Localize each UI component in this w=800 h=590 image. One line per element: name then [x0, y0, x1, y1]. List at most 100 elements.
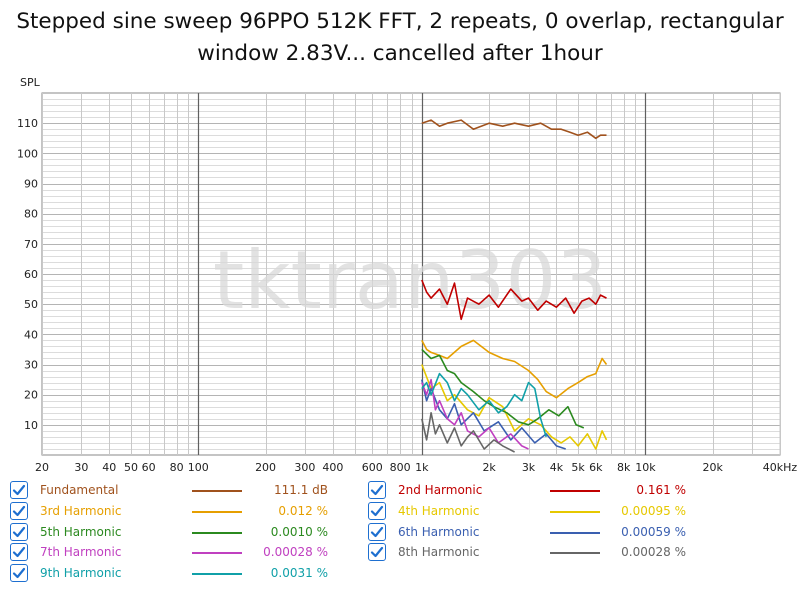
legend-item-9[interactable]: 9th Harmonic 0.0031 %: [10, 563, 350, 583]
checkmark-icon: [12, 484, 26, 496]
y-tick-label: 50: [24, 298, 38, 311]
chart-title: Stepped sine sweep 96PPO 512K FFT, 2 rep…: [0, 6, 800, 70]
legend-checkbox[interactable]: [10, 522, 28, 541]
y-tick-label: 20: [24, 389, 38, 402]
checkmark-icon: [370, 547, 384, 558]
legend-value: 111.1 dB: [273, 483, 328, 497]
legend-value: 0.00095 %: [621, 503, 686, 518]
series-line-3: [421, 339, 608, 399]
series-line-8: [421, 411, 515, 453]
legend-swatch: [550, 531, 600, 534]
legend-label: 2nd Harmonic: [398, 483, 483, 497]
checkmark-icon: [12, 568, 26, 579]
legend-item-1[interactable]: Fundamental 111.1 dB: [10, 480, 350, 500]
x-tick-label: 5k: [571, 461, 585, 474]
legend-label: 7th Harmonic: [40, 545, 122, 560]
chart-title-line-2: window 2.83V... cancelled after 1hour: [197, 41, 603, 66]
x-tick-label: 50: [124, 461, 138, 474]
x-tick-label: 30: [74, 461, 88, 474]
checkmark-icon: [12, 547, 26, 558]
legend-checkbox[interactable]: [10, 501, 28, 520]
legend-label: 6th Harmonic: [398, 524, 480, 539]
legend-label: 4th Harmonic: [398, 503, 480, 518]
y-tick-label: 10: [24, 419, 38, 432]
legend-checkbox[interactable]: [368, 522, 386, 541]
x-tick-label: 600: [362, 461, 383, 474]
legend-item-4[interactable]: 4th Harmonic 0.00095 %: [368, 501, 708, 521]
y-tick-label: 40: [24, 328, 38, 341]
legend-swatch: [192, 531, 242, 534]
legend-label: 8th Harmonic: [398, 545, 480, 560]
legend-checkbox[interactable]: [368, 543, 386, 562]
y-tick-label: 60: [24, 268, 38, 281]
chart-series-group: [421, 119, 608, 453]
legend-value: 0.00028 %: [263, 545, 328, 560]
legend-value: 0.161 %: [636, 483, 686, 497]
legend-swatch: [192, 552, 242, 555]
checkmark-icon: [370, 526, 384, 537]
x-tick-label: 1k: [415, 461, 429, 474]
series-line-9: [421, 372, 547, 438]
checkmark-icon: [370, 484, 384, 496]
legend-checkbox[interactable]: [10, 543, 28, 562]
legend-swatch: [550, 490, 600, 492]
chart-grid: [41, 92, 781, 456]
series-line-5: [421, 348, 585, 429]
legend-swatch: [192, 490, 242, 492]
legend-label: 3rd Harmonic: [40, 503, 122, 518]
legend-value: 0.0010 %: [270, 524, 328, 539]
legend-swatch: [550, 552, 600, 555]
series-line-4: [421, 364, 608, 450]
x-tick-label: 8k: [617, 461, 631, 474]
x-tick-label: 400: [322, 461, 343, 474]
y-tick-label: 70: [24, 238, 38, 251]
legend-label: Fundamental: [40, 483, 119, 497]
legend-item-2[interactable]: 2nd Harmonic 0.161 %: [368, 480, 708, 500]
legend-checkbox[interactable]: [10, 564, 28, 583]
x-tick-label: 100: [188, 461, 209, 474]
y-tick-label: 80: [24, 208, 38, 221]
chart-title-line-1: Stepped sine sweep 96PPO 512K FFT, 2 rep…: [16, 9, 784, 34]
legend-label: 5th Harmonic: [40, 524, 122, 539]
x-tick-label: 20: [35, 461, 49, 474]
legend-item-3[interactable]: 3rd Harmonic 0.012 %: [10, 501, 350, 521]
series-line-1: [421, 119, 607, 140]
legend-value: 0.012 %: [278, 503, 328, 518]
x-tick-label: 40kHz: [763, 461, 798, 474]
checkmark-icon: [12, 526, 26, 537]
legend-item-8[interactable]: 8th Harmonic 0.00028 %: [368, 542, 708, 562]
x-tick-label: 200: [255, 461, 276, 474]
legend-item-6[interactable]: 6th Harmonic 0.00059 %: [368, 522, 708, 542]
series-line-2: [421, 279, 607, 321]
legend-checkbox[interactable]: [10, 481, 28, 499]
x-tick-label: 4k: [550, 461, 564, 474]
x-tick-label: 300: [294, 461, 315, 474]
y-tick-label: 110: [17, 117, 38, 130]
x-tick-label: 20k: [703, 461, 724, 474]
legend-value: 0.00059 %: [621, 524, 686, 539]
legend-checkbox[interactable]: [368, 501, 386, 520]
chart-ticks: 20 30 40 50 60 80 100 200 300 400 600 800 1k 2k 3k 4k 5k…: [17, 117, 797, 474]
y-tick-label: 90: [24, 178, 38, 191]
x-tick-label: 10k: [635, 461, 656, 474]
x-tick-label: 2k: [482, 461, 496, 474]
x-tick-label: 40: [102, 461, 116, 474]
y-tick-label: 100: [17, 147, 38, 160]
legend-value: 0.00028 %: [621, 545, 686, 560]
legend-value: 0.0031 %: [270, 566, 328, 581]
legend-item-5[interactable]: 5th Harmonic 0.0010 %: [10, 522, 350, 542]
x-tick-label: 6k: [589, 461, 603, 474]
x-tick-label: 60: [142, 461, 156, 474]
x-tick-label: 80: [170, 461, 184, 474]
legend-label: 9th Harmonic: [40, 566, 122, 581]
legend-swatch: [192, 510, 242, 513]
y-tick-label: 30: [24, 359, 38, 372]
watermark: tktran303: [213, 234, 607, 327]
checkmark-icon: [12, 505, 26, 516]
legend-checkbox[interactable]: [368, 481, 386, 499]
x-tick-label: 800: [390, 461, 411, 474]
legend-item-7[interactable]: 7th Harmonic 0.00028 %: [10, 542, 350, 562]
series-line-6: [421, 379, 566, 450]
y-axis-label: SPL: [20, 76, 41, 89]
